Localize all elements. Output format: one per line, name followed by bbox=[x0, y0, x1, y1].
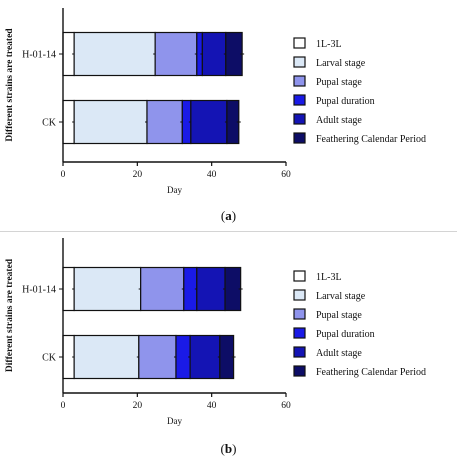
pa-legend-swatch-1l-3l bbox=[293, 37, 306, 49]
pb-legend-swatch-larval-stage bbox=[293, 289, 306, 301]
pa-bar-h-01-14-larval-stage bbox=[73, 31, 156, 77]
pb-category-label-h-01-14: H-01-14 bbox=[22, 285, 56, 296]
pa-bar-ck-pupal-stage bbox=[146, 99, 183, 145]
panel-divider bbox=[0, 231, 457, 232]
pa-legend-swatch-larval-stage bbox=[293, 56, 306, 68]
chart-panel-a: Different strains are treated H-01-14 CK 0 2… bbox=[5, 8, 426, 195]
pa-legend-swatch-pupal-duration bbox=[293, 94, 306, 106]
pa-bar-ck-adult-stage bbox=[190, 99, 228, 145]
pb-legend-swatch-adult-stage bbox=[293, 346, 306, 358]
pb-x-axis-label: Day bbox=[167, 416, 182, 426]
pa-bar-h-01-14-feathering-calendar-period bbox=[225, 31, 243, 77]
pa-x-tick-label-40: 40 bbox=[207, 170, 217, 180]
pb-legend-label-adult-stage: Adult stage bbox=[316, 348, 362, 359]
chart-panel-b: Different strains are treated H-01-14 CK 0 2… bbox=[5, 238, 426, 426]
pb-legend-swatch-1l-3l bbox=[293, 270, 306, 282]
pb-bar-ck-adult-stage bbox=[189, 334, 221, 380]
pa-legend-label-feathering-calendar-period: Feathering Calendar Period bbox=[316, 134, 426, 145]
pb-legend-label-feathering-calendar-period: Feathering Calendar Period bbox=[316, 367, 426, 378]
pa-x-tick-label-60: 60 bbox=[281, 170, 291, 180]
pa-legend-swatch-feathering-calendar-period bbox=[293, 132, 306, 144]
pa-legend-label-larval-stage: Larval stage bbox=[316, 58, 366, 69]
pb-category-label-ck: CK bbox=[42, 353, 57, 364]
pa-x-tick-label-0: 0 bbox=[61, 170, 66, 180]
pa-category-label-h-01-14: H-01-14 bbox=[22, 50, 56, 61]
pa-y-axis-label: Different strains are treated bbox=[5, 28, 15, 142]
pb-legend-label-1l-3l: 1L-3L bbox=[316, 272, 342, 283]
pa-legend-swatch-pupal-stage bbox=[293, 75, 306, 87]
pb-bar-h-01-14-pupal-stage bbox=[140, 266, 185, 312]
pb-y-axis-label: Different strains are treated bbox=[5, 258, 15, 372]
pb-legend-label-pupal-duration: Pupal duration bbox=[316, 329, 375, 340]
pb-x-tick-label-20: 20 bbox=[133, 401, 143, 411]
panel-caption-a: (a) bbox=[220, 208, 237, 223]
pa-x-axis-label: Day bbox=[167, 185, 182, 195]
pb-legend-label-larval-stage: Larval stage bbox=[316, 291, 366, 302]
pb-legend-swatch-pupal-stage bbox=[293, 308, 306, 320]
pb-legend-swatch-feathering-calendar-period bbox=[293, 365, 306, 377]
pa-legend-swatch-adult-stage bbox=[293, 113, 306, 125]
pb-bar-h-01-14-adult-stage bbox=[196, 266, 226, 312]
pb-x-tick-label-60: 60 bbox=[281, 401, 291, 411]
pb-bar-ck-pupal-duration bbox=[175, 334, 191, 380]
panel-label-a: a bbox=[225, 208, 232, 223]
pa-legend-label-1l-3l: 1L-3L bbox=[316, 39, 342, 50]
pb-bar-h-01-14-larval-stage bbox=[73, 266, 142, 312]
pa-bar-h-01-14-adult-stage bbox=[201, 31, 227, 77]
pa-legend-label-pupal-stage: Pupal stage bbox=[316, 77, 362, 88]
pb-x-tick-label-40: 40 bbox=[207, 401, 217, 411]
pb-bar-ck-pupal-stage bbox=[138, 334, 177, 380]
pa-bar-h-01-14-pupal-stage bbox=[154, 31, 198, 77]
pa-bar-ck-larval-stage bbox=[73, 99, 148, 145]
pa-legend-label-adult-stage: Adult stage bbox=[316, 115, 362, 126]
pa-legend-label-pupal-duration: Pupal duration bbox=[316, 96, 375, 107]
panel-caption-b: (b) bbox=[220, 441, 237, 456]
pb-legend-label-pupal-stage: Pupal stage bbox=[316, 310, 362, 321]
pb-legend-swatch-pupal-duration bbox=[293, 327, 306, 339]
pb-bar-h-01-14-feathering-calendar-period bbox=[224, 266, 242, 312]
pa-x-tick-label-20: 20 bbox=[133, 170, 143, 180]
pb-bar-ck-larval-stage bbox=[73, 334, 140, 380]
pb-bar-ck-feathering-calendar-period bbox=[219, 334, 235, 380]
panel-label-b: b bbox=[224, 441, 233, 456]
pb-x-tick-label-0: 0 bbox=[61, 401, 66, 411]
pa-category-label-ck: CK bbox=[42, 118, 57, 129]
